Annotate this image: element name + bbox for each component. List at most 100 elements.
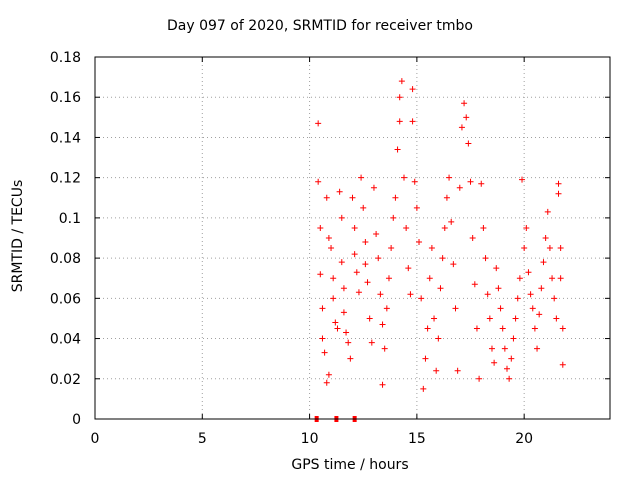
data-point	[407, 291, 414, 298]
data-point	[510, 335, 517, 342]
data-point	[439, 255, 446, 262]
x-axis-label: GPS time / hours	[291, 457, 409, 473]
data-point	[454, 367, 461, 374]
data-point	[461, 100, 468, 107]
data-point	[529, 305, 536, 312]
data-point	[437, 285, 444, 292]
data-point	[340, 285, 347, 292]
y-tick-label: 0.04	[50, 332, 81, 348]
data-point	[491, 359, 498, 366]
data-point	[353, 269, 360, 276]
data-point	[362, 261, 369, 268]
y-axis-ticks: 0 0.02 0.04 0.06 0.08 0.1 0.12 0.14 0.16 0.18	[50, 50, 610, 428]
data-point	[501, 345, 508, 352]
data-point	[555, 180, 562, 187]
y-tick-label: 0	[72, 412, 81, 428]
data-point	[390, 214, 397, 221]
data-point	[338, 259, 345, 266]
data-point	[358, 174, 365, 181]
data-point	[555, 190, 562, 197]
data-point	[546, 245, 553, 252]
data-point	[388, 245, 395, 252]
plot-frame	[94, 56, 611, 420]
data-point	[497, 305, 504, 312]
data-point	[426, 275, 433, 282]
data-point	[536, 311, 543, 318]
data-point	[336, 188, 343, 195]
data-point	[317, 271, 324, 278]
data-point	[480, 224, 487, 231]
data-point	[514, 295, 521, 302]
data-point	[379, 321, 386, 328]
data-point	[452, 305, 459, 312]
data-point	[315, 178, 322, 185]
data-point	[495, 285, 502, 292]
data-point	[478, 180, 485, 187]
data-point	[512, 315, 519, 322]
data-point	[325, 235, 332, 241]
data-point	[456, 184, 463, 191]
data-point	[379, 381, 386, 388]
data-point	[394, 146, 401, 153]
data-point	[443, 194, 450, 201]
x-tick-label: 5	[198, 431, 207, 447]
data-point	[559, 325, 566, 332]
data-point	[323, 379, 330, 386]
data-point	[416, 239, 423, 246]
data-point	[340, 309, 347, 316]
data-point	[368, 339, 375, 346]
data-point	[471, 281, 478, 288]
data-point	[373, 230, 380, 237]
data-point	[428, 245, 435, 252]
data-point	[551, 295, 558, 302]
data-point	[409, 118, 416, 125]
data-point	[450, 261, 457, 268]
data-point	[467, 178, 474, 185]
data-point	[355, 289, 362, 296]
data-point	[319, 335, 326, 342]
data-point	[349, 194, 356, 201]
data-point	[441, 224, 448, 231]
data-point	[381, 345, 388, 352]
data-point	[458, 124, 465, 131]
data-point	[413, 204, 420, 211]
data-point	[523, 224, 530, 231]
data-point	[321, 349, 328, 356]
data-point	[484, 291, 491, 298]
data-point	[334, 325, 341, 332]
data-point	[493, 265, 500, 272]
data-point	[345, 339, 352, 346]
data-point	[473, 325, 480, 332]
chart-grid	[95, 57, 610, 419]
y-tick-label: 0.14	[50, 130, 81, 146]
y-tick-label: 0.12	[50, 171, 81, 187]
data-point	[506, 375, 513, 382]
y-tick-label: 0.02	[50, 372, 81, 388]
data-point	[315, 120, 322, 127]
data-point	[508, 355, 515, 362]
data-point	[465, 140, 472, 147]
data-point	[343, 329, 350, 336]
data-point	[405, 265, 412, 272]
data-point	[411, 178, 418, 185]
data-point	[362, 239, 369, 246]
data-point	[422, 355, 429, 362]
data-point	[338, 214, 345, 221]
data-point	[330, 275, 337, 282]
data-point	[534, 345, 541, 352]
data-point	[519, 176, 526, 183]
data-point	[319, 305, 326, 312]
data-point	[448, 218, 455, 225]
data-point	[420, 385, 427, 392]
data-point	[488, 345, 495, 352]
data-point	[325, 371, 332, 378]
y-tick-label: 0.18	[50, 50, 81, 66]
data-point	[544, 208, 551, 215]
data-point	[504, 365, 510, 372]
data-point	[317, 224, 324, 231]
data-point	[366, 315, 373, 322]
data-point	[557, 245, 564, 252]
data-point	[538, 285, 545, 292]
data-point	[396, 94, 403, 101]
